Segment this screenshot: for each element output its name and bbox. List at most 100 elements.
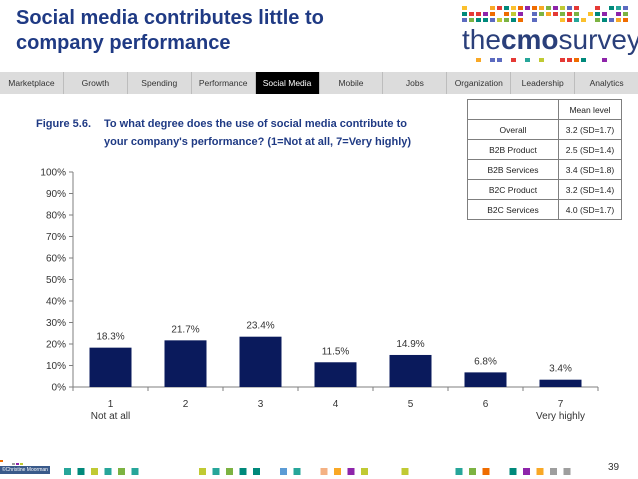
bar-value-label: 6.8% [474, 356, 497, 367]
logo-dot [602, 18, 607, 22]
logo-dot [588, 12, 593, 16]
logo-dot [497, 18, 502, 22]
mean-table-value: 4.0 (SD=1.7) [558, 199, 622, 220]
logo-dot [574, 12, 579, 16]
slide-title-line2: company performance [16, 32, 231, 54]
logo-prefix: the [462, 24, 501, 55]
logo-dot [616, 12, 621, 16]
y-tick-label: 0% [52, 383, 67, 394]
logo-dot [574, 6, 579, 10]
bar-value-label: 21.7% [171, 324, 199, 335]
nav-tab-organization[interactable]: Organization [447, 72, 512, 94]
bar-value-label: 23.4% [246, 321, 274, 332]
logo-bold: cmo [501, 24, 559, 55]
logo-dot [574, 18, 579, 22]
mean-table-row: B2C Services 4.0 (SD=1.7) [467, 199, 622, 220]
logo-dot [567, 18, 572, 22]
footer-square [347, 468, 355, 475]
footer-square [509, 468, 517, 475]
logo-dot [560, 18, 565, 22]
footer-square [523, 468, 530, 475]
x-tick-sublabel: Very highly [536, 411, 585, 422]
y-tick-label: 40% [46, 297, 66, 308]
logo-dot [532, 12, 537, 16]
logo-dot [518, 18, 523, 22]
logo-dot [602, 58, 607, 62]
logo-dot [539, 6, 544, 10]
logo-dot [581, 58, 586, 62]
nav-tab-jobs[interactable]: Jobs [383, 72, 448, 94]
logo-dot [504, 12, 509, 16]
nav-tab-analytics[interactable]: Analytics [589, 78, 624, 88]
y-tick-label: 90% [46, 189, 66, 200]
bar-3 [239, 336, 282, 387]
logo-dot [560, 6, 565, 10]
x-tick-label: 2 [183, 399, 189, 410]
logo-dot [476, 12, 481, 16]
logo-dot [490, 6, 495, 10]
bar-4 [314, 362, 357, 387]
logo-dot [609, 6, 614, 10]
logo-dot [497, 58, 502, 62]
logo-dot [595, 12, 600, 16]
logo-dot [623, 18, 628, 22]
svg-text:thecmosurvey: thecmosurvey [462, 24, 638, 55]
logo-dot [623, 6, 628, 10]
logo-dot [490, 58, 495, 62]
logo-dot [511, 6, 516, 10]
footer-square [280, 468, 287, 475]
footer-square [12, 463, 15, 465]
nav-tab-marketplace[interactable]: Marketplace [0, 72, 64, 94]
bar-2 [164, 340, 207, 387]
logo-dot [476, 18, 481, 22]
cmo-survey-logo: thecmosurvey [462, 6, 638, 62]
x-tick-label: 4 [333, 399, 339, 410]
footer-square [77, 468, 85, 475]
bar-7 [539, 379, 582, 387]
bar-value-label: 18.3% [96, 332, 124, 343]
logo-dot [567, 6, 572, 10]
footer-square [536, 468, 544, 475]
logo-dot [504, 18, 509, 22]
logo-dot [595, 6, 600, 10]
y-tick-label: 100% [40, 168, 66, 179]
footer-square [199, 468, 206, 475]
y-tick-label: 50% [46, 275, 66, 286]
mean-level-table: Mean level Overall 3.2 (SD=1.7) B2B Produc… [467, 99, 622, 220]
nav-tab-growth[interactable]: Growth [64, 72, 128, 94]
footer-square [334, 468, 341, 475]
footer-square [293, 468, 301, 475]
x-tick-label: 7 [558, 399, 564, 410]
logo-dot [546, 12, 551, 16]
footer-square [563, 468, 571, 475]
logo-dot [539, 12, 544, 16]
y-tick-label: 80% [46, 211, 66, 222]
logo-dot [553, 6, 558, 10]
x-tick-label: 3 [258, 399, 264, 410]
logo-dot [511, 58, 516, 62]
logo-dot [609, 18, 614, 22]
nav-tab-leadership[interactable]: Leadership [511, 72, 576, 94]
top-nav: Marketplace Growth Spending Performance Soci… [0, 72, 638, 94]
mean-table-category: B2C Services [467, 199, 559, 220]
nav-tab-social-media[interactable]: Social Media [255, 72, 320, 94]
logo-dot [469, 12, 474, 16]
footer-square [550, 468, 557, 475]
copyright-text: ©Christine Moorman [0, 466, 50, 474]
y-tick-label: 10% [46, 361, 66, 372]
nav-tab-mobile[interactable]: Mobile [320, 72, 384, 94]
footer-square [253, 468, 260, 475]
y-tick-label: 70% [46, 232, 66, 243]
nav-tab-performance[interactable]: Performance [192, 72, 256, 94]
logo-dot [511, 18, 516, 22]
x-tick-label: 1 [108, 399, 114, 410]
footer-square [320, 468, 328, 475]
footer-square [131, 468, 139, 475]
footer-square [482, 468, 490, 475]
y-tick-label: 20% [46, 340, 66, 351]
nav-tab-spending[interactable]: Spending [128, 72, 192, 94]
logo-dot [602, 12, 607, 16]
mean-table-row: B2B Product 2.5 (SD=1.4) [467, 139, 622, 160]
bar-6 [464, 372, 507, 387]
